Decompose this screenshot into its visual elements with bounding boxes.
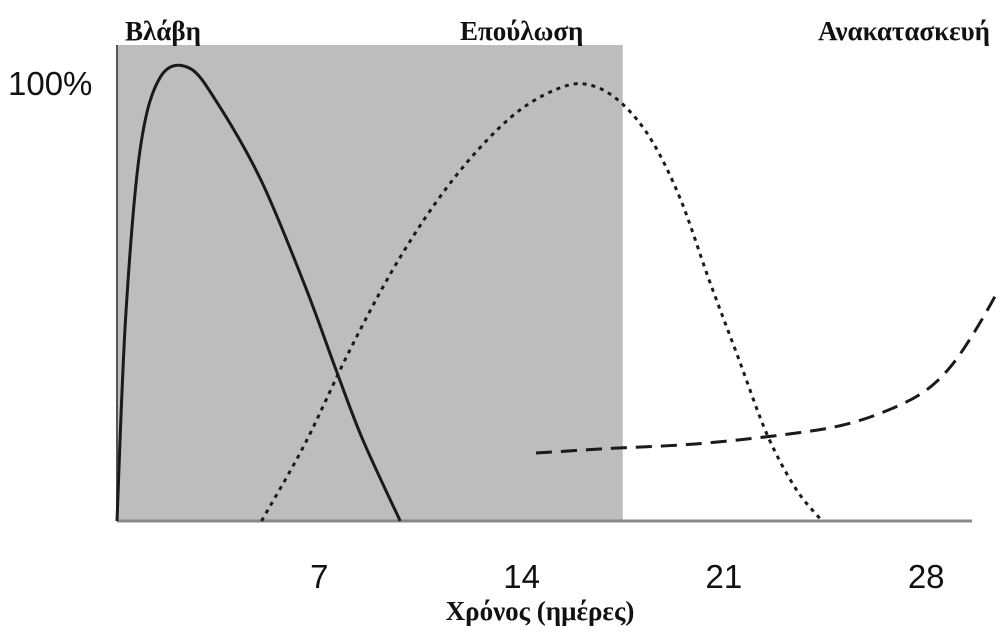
phase-label-injury: Βλάβη — [125, 16, 201, 46]
x-ticks: 7 14 21 28 — [310, 558, 944, 595]
x-tick-label: 14 — [503, 558, 540, 595]
shaded-region — [117, 45, 623, 521]
phase-label-healing: Επούλωση — [460, 16, 583, 46]
series-layer — [115, 63, 996, 522]
x-tick-label: 21 — [706, 558, 743, 595]
series-solid-line — [115, 63, 402, 522]
x-tick-label: 7 — [310, 558, 328, 595]
series-dashed-line — [535, 291, 996, 455]
x-tick-label: 28 — [908, 558, 945, 595]
phase-label-remodeling: Ανακατασκευή — [818, 16, 990, 46]
y-max-label: 100% — [8, 65, 92, 102]
x-axis-title: Χρόνος (ημέρες) — [446, 596, 635, 626]
series-dotted-line — [260, 82, 824, 522]
